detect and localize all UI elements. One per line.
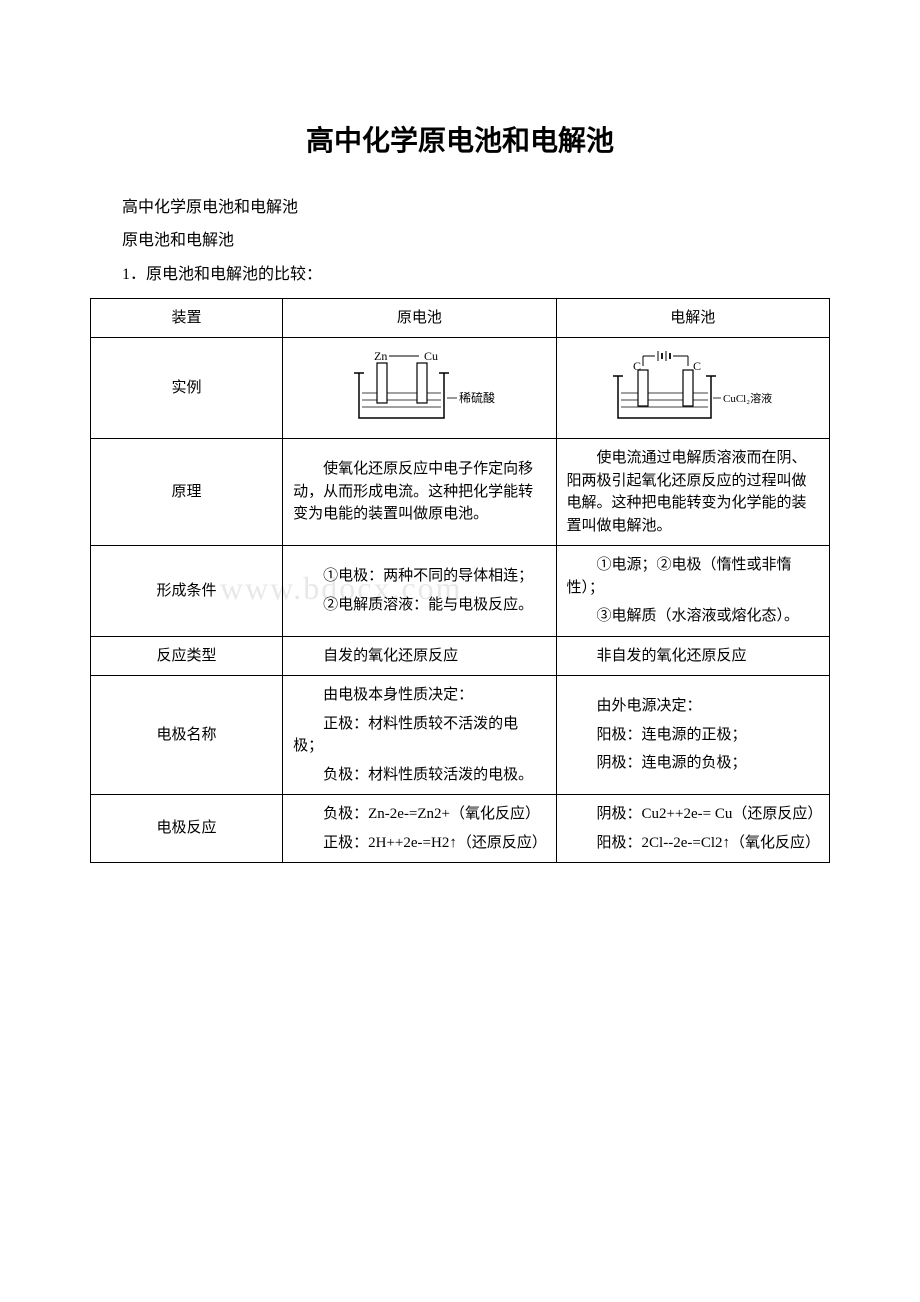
- electrolytic-diagram: C C CuCl₂溶液: [556, 338, 829, 439]
- cu-label: Cu: [424, 349, 438, 363]
- text: ②电解质溶液：能与电极反应。: [293, 594, 545, 617]
- condition-col1: ①电极：两种不同的导体相连； ②电解质溶液：能与电极反应。: [283, 546, 556, 637]
- table-row: 形成条件 ①电极：两种不同的导体相连； ②电解质溶液：能与电极反应。 ①电源；②…: [91, 546, 830, 637]
- principle-col1: 使氧化还原反应中电子作定向移动，从而形成电流。这种把化学能转变为电能的装置叫做原…: [283, 439, 556, 546]
- header-col2: 电解池: [556, 298, 829, 338]
- text: 由外电源决定：: [567, 695, 819, 718]
- text: 使电流通过电解质溶液而在阴、阳两极引起氧化还原反应的过程叫做电解。这种把电能转变…: [567, 447, 819, 537]
- text: 非自发的氧化还原反应: [567, 645, 819, 668]
- principle-col2: 使电流通过电解质溶液而在阴、阳两极引起氧化还原反应的过程叫做电解。这种把电能转变…: [556, 439, 829, 546]
- text: 阳极：2Cl--2e-=Cl2↑（氧化反应）: [567, 832, 819, 855]
- header-label: 装置: [91, 298, 283, 338]
- galvanic-diagram: Zn Cu 稀硫酸: [283, 338, 556, 439]
- table-row: 装置 原电池 电解池: [91, 298, 830, 338]
- text: 由电极本身性质决定：: [293, 684, 545, 707]
- text: 使氧化还原反应中电子作定向移动，从而形成电流。这种把化学能转变为电能的装置叫做原…: [293, 458, 545, 526]
- example-label: 实例: [91, 338, 283, 439]
- solution-label-2: CuCl₂溶液: [723, 391, 772, 405]
- intro-text-2: 原电池和电解池: [90, 228, 830, 254]
- intro-text-1: 高中化学原电池和电解池: [90, 195, 830, 221]
- name-col2: 由外电源决定： 阳极：连电源的正极； 阴极：连电源的负极；: [556, 676, 829, 795]
- type-col2: 非自发的氧化还原反应: [556, 636, 829, 676]
- text: 负极：材料性质较活泼的电极。: [293, 764, 545, 787]
- section-heading: 1．原电池和电解池的比较：: [90, 262, 830, 288]
- table-row: 电极名称 由电极本身性质决定： 正极：材料性质较不活泼的电极； 负极：材料性质较…: [91, 676, 830, 795]
- text: ③电解质（水溶液或熔化态）。: [567, 605, 819, 628]
- text: ①电极：两种不同的导体相连；: [293, 565, 545, 588]
- solution-label: 稀硫酸: [459, 390, 495, 405]
- reaction-col2: 阴极：Cu2++2e-= Cu（还原反应） 阳极：2Cl--2e-=Cl2↑（氧…: [556, 795, 829, 863]
- header-col1: 原电池: [283, 298, 556, 338]
- text: 阳极：连电源的正极；: [567, 724, 819, 747]
- page-title: 高中化学原电池和电解池: [90, 120, 830, 165]
- type-col1: 自发的氧化还原反应: [283, 636, 556, 676]
- table-row: 原理 使氧化还原反应中电子作定向移动，从而形成电流。这种把化学能转变为电能的装置…: [91, 439, 830, 546]
- reaction-label: 电极反应: [91, 795, 283, 863]
- table-row: 电极反应 负极：Zn-2e-=Zn2+（氧化反应） 正极：2H++2e-=H2↑…: [91, 795, 830, 863]
- principle-label: 原理: [91, 439, 283, 546]
- name-col1: 由电极本身性质决定： 正极：材料性质较不活泼的电极； 负极：材料性质较活泼的电极…: [283, 676, 556, 795]
- text: 阴极：连电源的负极；: [567, 752, 819, 775]
- text: 正极：材料性质较不活泼的电极；: [293, 713, 545, 758]
- zn-label: Zn: [374, 349, 387, 363]
- text: 阴极：Cu2++2e-= Cu（还原反应）: [567, 803, 819, 826]
- comparison-table: 装置 原电池 电解池 实例 Zn Cu 稀硫酸: [90, 298, 830, 864]
- name-label: 电极名称: [91, 676, 283, 795]
- reaction-col1: 负极：Zn-2e-=Zn2+（氧化反应） 正极：2H++2e-=H2↑（还原反应…: [283, 795, 556, 863]
- condition-label: 形成条件: [91, 546, 283, 637]
- type-label: 反应类型: [91, 636, 283, 676]
- text: 自发的氧化还原反应: [293, 645, 545, 668]
- table-row: 反应类型 自发的氧化还原反应 非自发的氧化还原反应: [91, 636, 830, 676]
- c-label-2: C: [693, 359, 701, 373]
- condition-col2: ①电源；②电极（惰性或非惰性）； ③电解质（水溶液或熔化态）。: [556, 546, 829, 637]
- text: ①电源；②电极（惰性或非惰性）；: [567, 554, 819, 599]
- text: 负极：Zn-2e-=Zn2+（氧化反应）: [293, 803, 545, 826]
- text: 正极：2H++2e-=H2↑（还原反应）: [293, 832, 545, 855]
- table-row: 实例 Zn Cu 稀硫酸: [91, 338, 830, 439]
